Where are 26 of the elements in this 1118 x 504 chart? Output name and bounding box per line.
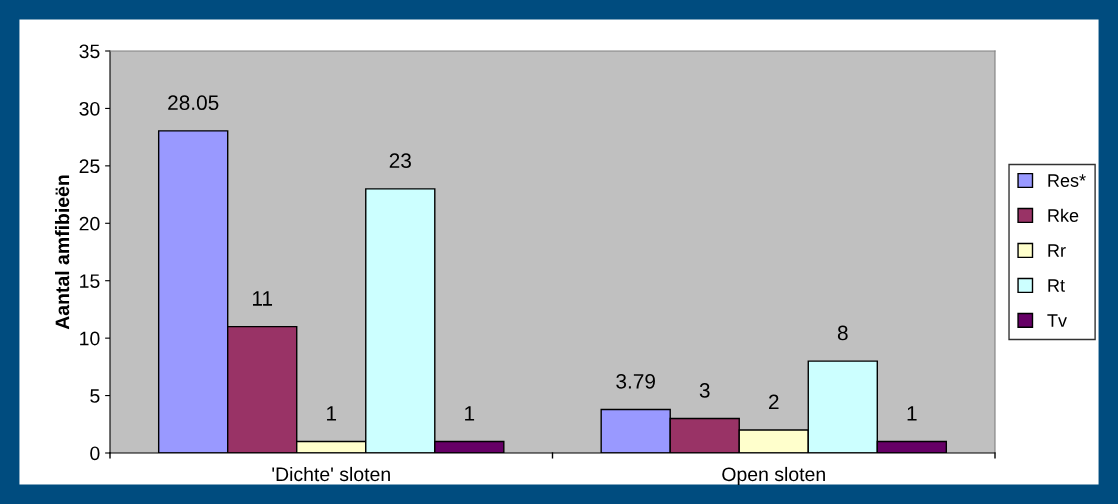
y-axis-title: Aantal amfibieën bbox=[54, 175, 70, 330]
y-tick-label: 5 bbox=[90, 389, 100, 403]
legend-label: Rt bbox=[1048, 279, 1065, 292]
data-label: 3 bbox=[699, 383, 710, 398]
legend-label: Res* bbox=[1048, 174, 1086, 187]
data-label: 28.05 bbox=[168, 95, 219, 111]
legend-label: Tv bbox=[1047, 314, 1067, 327]
data-label: 1 bbox=[907, 406, 917, 421]
y-tick-label: 25 bbox=[79, 159, 100, 174]
y-tick-label: 35 bbox=[79, 44, 100, 59]
data-label: 8 bbox=[837, 325, 848, 341]
y-tick-label: 10 bbox=[80, 331, 100, 346]
y-tick-label: 0 bbox=[90, 446, 100, 461]
legend-label: Rr bbox=[1048, 244, 1066, 257]
x-tick-label: Open sloten bbox=[722, 466, 825, 486]
data-label: 3.79 bbox=[616, 373, 655, 389]
data-label: 2 bbox=[769, 394, 779, 410]
data-label: 1 bbox=[327, 406, 337, 421]
legend-label: Rke bbox=[1048, 208, 1079, 222]
y-tick-label: 15 bbox=[80, 274, 100, 288]
data-label: 23 bbox=[389, 153, 411, 169]
data-label: 1 bbox=[465, 406, 475, 421]
data-label: 11 bbox=[252, 291, 273, 306]
x-tick-label: 'Dichte' sloten bbox=[272, 466, 390, 482]
y-tick-label: 20 bbox=[79, 216, 100, 231]
y-tick-label: 30 bbox=[79, 101, 100, 116]
